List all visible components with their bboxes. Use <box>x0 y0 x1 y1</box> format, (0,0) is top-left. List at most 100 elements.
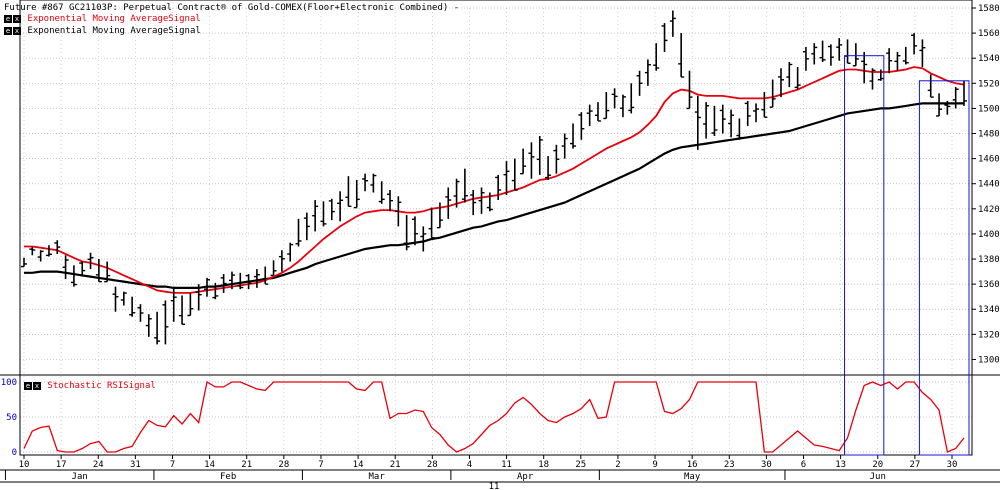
price-bar <box>694 95 701 150</box>
close-button[interactable]: x <box>33 381 41 390</box>
x-tick-label: 16 <box>687 460 698 470</box>
x-tick-label: 23 <box>724 460 735 470</box>
price-bar <box>262 266 269 285</box>
price-bar <box>21 257 27 268</box>
stoch-tick-label: 50 <box>6 413 17 423</box>
price-bar <box>827 44 834 66</box>
x-tick-label: 30 <box>947 460 958 470</box>
price-bar <box>644 59 651 86</box>
price-bar <box>811 43 818 65</box>
price-bar <box>611 88 618 109</box>
month-label: Jun <box>870 472 886 482</box>
price-bar <box>37 250 44 262</box>
price-bar <box>553 144 560 174</box>
month-label: Feb <box>220 472 236 482</box>
price-bar <box>470 190 477 216</box>
price-bar <box>944 100 951 115</box>
price-bar <box>802 46 809 71</box>
price-bar <box>45 245 52 257</box>
edit-button[interactable]: e <box>4 14 12 23</box>
x-tick-label: 11 <box>501 460 512 470</box>
x-tick-label: 28 <box>427 460 438 470</box>
price-bar <box>420 226 427 252</box>
price-bar <box>362 173 369 192</box>
x-tick-label: 9 <box>652 460 657 470</box>
price-bar <box>445 187 452 219</box>
stoch-rsi-line <box>23 380 965 453</box>
y-tick-label: 1420 <box>978 205 1000 215</box>
price-bar <box>520 148 527 175</box>
price-bar <box>237 272 244 290</box>
price-bar <box>337 191 344 222</box>
price-bar <box>536 136 543 175</box>
y-tick-label: 1520 <box>978 79 1000 89</box>
close-button[interactable]: x <box>13 14 21 23</box>
price-bar <box>478 187 485 214</box>
price-bar <box>220 274 227 293</box>
y-tick-label: 1540 <box>978 54 1000 64</box>
month-label: Mar <box>369 472 386 482</box>
ema-slow-line <box>24 102 964 289</box>
price-bar <box>137 304 144 322</box>
month-label: Apr <box>517 472 534 482</box>
price-bar <box>844 39 851 64</box>
month-label: Jan <box>72 472 88 482</box>
price-bar <box>104 261 111 283</box>
price-bar <box>129 296 136 317</box>
price-bar <box>245 274 252 290</box>
x-tick-label: 14 <box>353 460 364 470</box>
price-bar <box>686 70 693 110</box>
price-bar <box>320 201 327 227</box>
stoch-tick-label: 100 <box>1 378 17 388</box>
x-tick-label: 25 <box>575 460 586 470</box>
x-tick-label: 10 <box>19 460 30 470</box>
y-tick-label: 1580 <box>978 4 1000 14</box>
y-tick-label: 1440 <box>978 180 1000 190</box>
price-bar <box>836 38 843 61</box>
price-bar <box>328 198 335 221</box>
price-bar <box>295 218 302 247</box>
edit-button[interactable]: e <box>4 26 12 35</box>
price-bar <box>661 23 668 52</box>
price-bar <box>428 207 435 239</box>
x-tick-label: 30 <box>761 460 772 470</box>
price-bar <box>387 190 394 212</box>
price-bar <box>794 66 801 90</box>
price-bar <box>278 250 285 272</box>
price-bar <box>594 102 601 122</box>
ema-fast-line <box>24 66 965 294</box>
price-bar <box>79 261 86 277</box>
x-tick-label: 7 <box>170 460 175 470</box>
year-label: 11 <box>489 482 500 490</box>
price-bar <box>303 212 310 241</box>
price-bar <box>345 176 352 208</box>
chart-title: Future #867 GC21103P: Perpetual Contract… <box>4 3 460 13</box>
price-bar <box>187 292 194 317</box>
price-bar <box>861 51 868 84</box>
price-bar <box>736 118 743 140</box>
x-tick-label: 4 <box>467 460 472 470</box>
highlight-box <box>918 80 970 456</box>
price-bar <box>503 161 510 196</box>
price-bar <box>54 240 61 255</box>
edit-button[interactable]: e <box>24 381 32 390</box>
price-bar <box>603 92 610 120</box>
x-tick-label: 27 <box>909 460 920 470</box>
x-tick-label: 18 <box>538 460 549 470</box>
close-button[interactable]: x <box>13 26 21 35</box>
price-bar <box>769 79 776 108</box>
price-bar <box>353 179 360 209</box>
price-bar <box>777 68 784 98</box>
price-bar <box>204 277 211 297</box>
x-tick-label: 20 <box>872 460 883 470</box>
y-tick-label: 1340 <box>978 305 1000 315</box>
highlight-box <box>844 55 885 456</box>
price-bar <box>711 105 718 137</box>
price-bar <box>270 260 277 277</box>
price-bar <box>570 123 577 149</box>
